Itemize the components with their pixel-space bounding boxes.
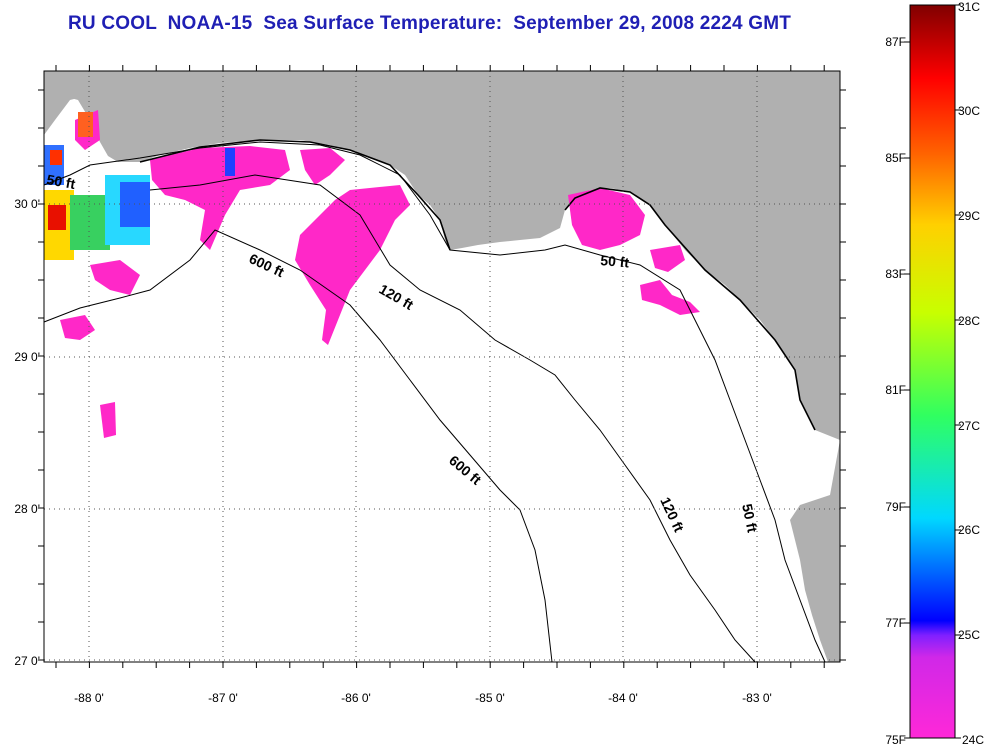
lon-tick-label: -84 0' — [608, 691, 638, 705]
lon-tick-label: -83 0' — [742, 691, 772, 705]
fahrenheit-label: 85F — [885, 151, 906, 165]
colorbar-gradient — [909, 4, 956, 739]
celsius-label: 25C — [958, 628, 980, 642]
celsius-label: 24C — [962, 733, 984, 747]
map-title: RU COOL NOAA-15 Sea Surface Temperature:… — [68, 13, 792, 34]
fahrenheit-label: 75F — [885, 733, 906, 747]
lat-tick-label: 28 0' — [14, 502, 40, 516]
fahrenheit-label: 87F — [885, 35, 906, 49]
bathymetry-contours — [43, 139, 826, 663]
lat-tick-label: 30 0' — [14, 197, 40, 211]
graticule — [44, 71, 840, 662]
fahrenheit-label: 83F — [885, 267, 906, 281]
fahrenheit-label: 81F — [885, 383, 906, 397]
land-mississippi-delta — [44, 71, 90, 135]
celsius-label: 28C — [958, 314, 980, 328]
fahrenheit-label: 79F — [885, 500, 906, 514]
contour-label: 50 ft — [600, 252, 630, 270]
contour-120ft — [149, 174, 756, 663]
axis-ticks — [38, 65, 846, 668]
map-frame — [43, 70, 841, 663]
land-north — [44, 71, 840, 440]
lon-tick-label: -85 0' — [475, 691, 505, 705]
lon-tick-label: -86 0' — [341, 691, 371, 705]
lat-tick-label: 27 0' — [14, 654, 40, 668]
contour-label: 50 ft — [739, 502, 761, 534]
lat-tick-label: 29 0' — [14, 350, 40, 364]
sst-patches — [60, 110, 700, 438]
sst-warm-patches — [44, 112, 235, 260]
celsius-label: 26C — [958, 523, 980, 537]
lon-tick-label: -87 0' — [208, 691, 238, 705]
land-florida-west-coast — [790, 440, 840, 662]
colorbar-ticks — [904, 4, 961, 739]
contour-600ft — [43, 229, 553, 663]
contour-label: 50 ft — [45, 171, 76, 192]
celsius-label: 29C — [958, 209, 980, 223]
celsius-label: 31C — [958, 0, 980, 14]
celsius-label: 27C — [958, 419, 980, 433]
celsius-label: 30C — [958, 104, 980, 118]
contour-50ft — [43, 141, 826, 663]
lon-tick-label: -88 0' — [74, 691, 104, 705]
coastline — [139, 139, 816, 431]
fahrenheit-label: 77F — [885, 616, 906, 630]
